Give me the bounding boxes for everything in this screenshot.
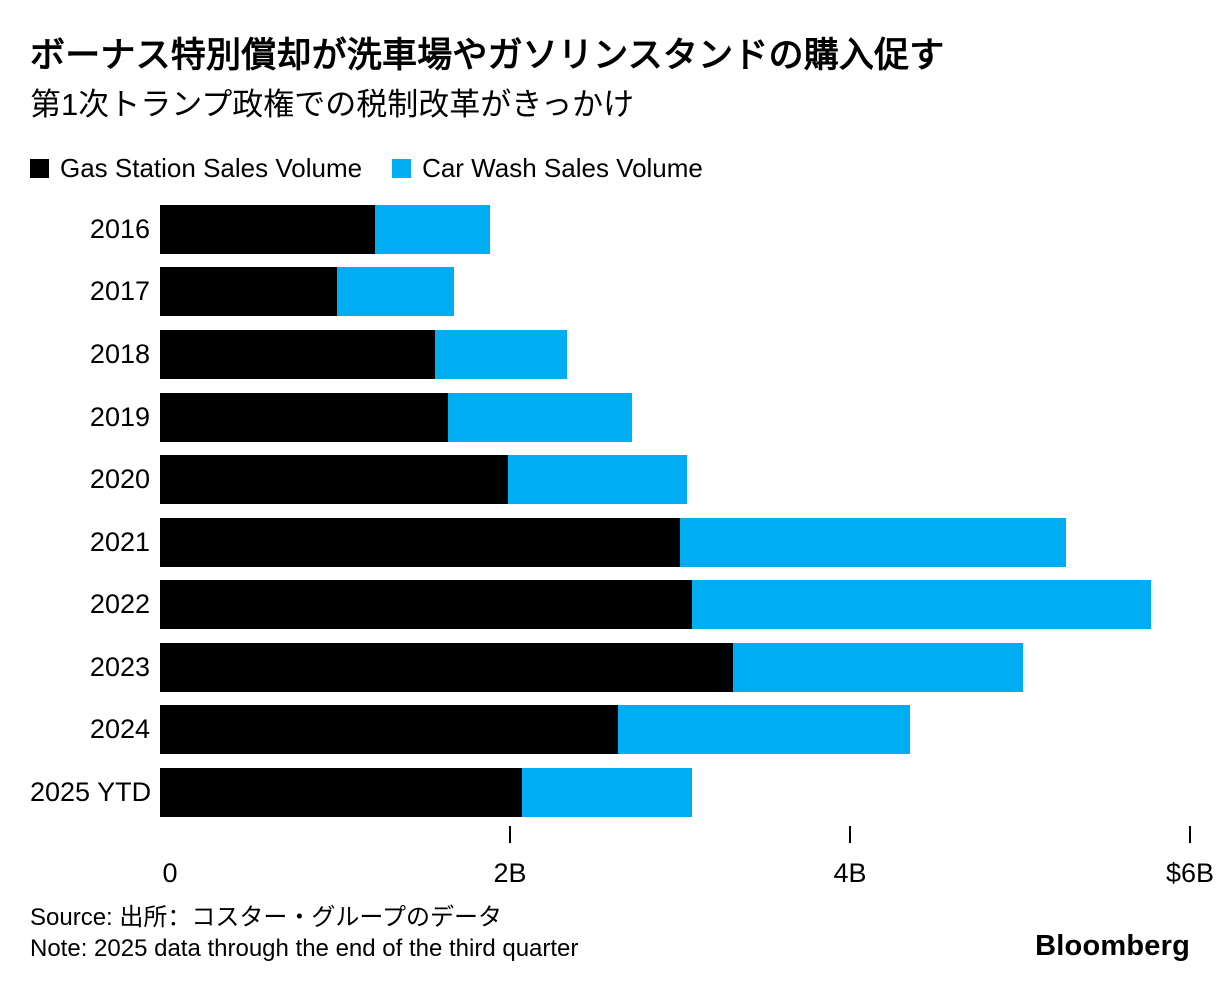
axis-tick-mark	[509, 825, 511, 843]
axis-tick-label: $6B	[1165, 857, 1215, 888]
chart-rows: 2016 2017 2018 2019 2020 2021 2022 2023 2024 2025…	[30, 198, 1190, 824]
chart-row: 2024	[30, 699, 1190, 762]
axis-tick-mark	[849, 825, 851, 843]
year-label: 2023	[89, 651, 150, 682]
axis-tick-label: 0	[162, 857, 178, 888]
gas-station-bar-segment	[160, 267, 337, 317]
chart-row: 2016	[30, 198, 1190, 261]
car-wash-bar-segment	[448, 392, 633, 442]
legend-item-car-wash: Car Wash Sales Volume	[392, 153, 703, 184]
bar-track	[160, 705, 1190, 755]
chart-row: 2019	[30, 386, 1190, 449]
bloomberg-logo: Bloomberg	[1035, 930, 1190, 962]
gas-station-bar-segment	[160, 204, 375, 254]
car-wash-bar-segment	[692, 580, 1151, 630]
chart-row: 2025 YTD	[30, 761, 1190, 824]
year-label: 2016	[89, 213, 150, 244]
car-wash-bar-segment	[733, 642, 1024, 692]
year-label: 2018	[89, 338, 150, 369]
car-wash-bar-segment	[680, 517, 1067, 567]
footer: Source: 出所：コスター・グループのデータ Note: 2025 data…	[30, 902, 1190, 964]
gas-station-bar-segment	[160, 517, 681, 567]
chart-row: 2018	[30, 323, 1190, 386]
bar-track	[160, 517, 1190, 567]
chart-subtitle: 第1次トランプ政権での税制改革がきっかけ	[30, 86, 635, 122]
bar-track	[160, 329, 1190, 379]
gas-station-bar-segment	[160, 768, 523, 818]
car-wash-bar-segment	[508, 455, 687, 505]
chart-row: 2020	[30, 448, 1190, 511]
year-label: 2025 YTD	[30, 777, 152, 808]
chart-title: ボーナス特別償却が洗車場やガソリンスタンドの購入促す	[30, 36, 945, 75]
legend-item-gas-station: Gas Station Sales Volume	[30, 153, 362, 184]
chart-row: 2022	[30, 574, 1190, 637]
bar-track	[160, 642, 1190, 692]
note-text: Note: 2025 data through the end of the t…	[30, 935, 579, 962]
axis-tick-mark	[1189, 825, 1191, 843]
legend-label-gas-station: Gas Station Sales Volume	[60, 152, 363, 183]
axis-tick-label: 2B	[493, 857, 527, 888]
bar-track	[160, 768, 1190, 818]
x-axis-labels: 0 2B 4B $6B	[162, 857, 1214, 890]
bar-track	[160, 580, 1190, 630]
year-label: 2022	[89, 589, 150, 620]
gas-station-bar-segment	[160, 705, 619, 755]
bar-track	[160, 267, 1190, 317]
gas-station-swatch-icon	[30, 158, 49, 178]
year-label: 2021	[89, 526, 150, 557]
chart-row: 2017	[30, 261, 1190, 324]
car-wash-swatch-icon	[392, 158, 412, 178]
car-wash-bar-segment	[434, 329, 567, 379]
car-wash-bar-segment	[374, 204, 490, 254]
bar-track	[160, 204, 1190, 254]
gas-station-bar-segment	[160, 329, 435, 379]
car-wash-bar-segment	[618, 705, 911, 755]
legend-label-car-wash: Car Wash Sales Volume	[422, 152, 703, 183]
x-axis-ticks	[170, 825, 1191, 844]
gas-station-bar-segment	[160, 580, 693, 630]
gas-station-bar-segment	[160, 392, 449, 442]
bar-track	[160, 392, 1190, 442]
bar-track	[160, 455, 1190, 505]
chart-row: 2023	[30, 636, 1190, 699]
car-wash-bar-segment	[522, 768, 693, 818]
car-wash-bar-segment	[336, 267, 454, 317]
chart-page: ボーナス特別償却が洗車場やガソリンスタンドの購入促す 第1次トランプ政権での税制…	[30, 36, 1214, 890]
year-label: 2024	[89, 714, 150, 745]
gas-station-bar-segment	[160, 642, 734, 692]
stacked-bar-chart: 2016 2017 2018 2019 2020 2021 2022 2023 2024 2025…	[30, 198, 1214, 890]
gas-station-bar-segment	[160, 455, 509, 505]
year-label: 2020	[89, 464, 150, 495]
year-label: 2019	[89, 401, 150, 432]
chart-row: 2021	[30, 511, 1190, 574]
axis-tick-label: 4B	[833, 857, 867, 888]
legend: Gas Station Sales Volume Car Wash Sales …	[30, 153, 1190, 184]
year-label: 2017	[89, 276, 150, 307]
source-text: Source: 出所：コスター・グループのデータ	[30, 904, 502, 931]
